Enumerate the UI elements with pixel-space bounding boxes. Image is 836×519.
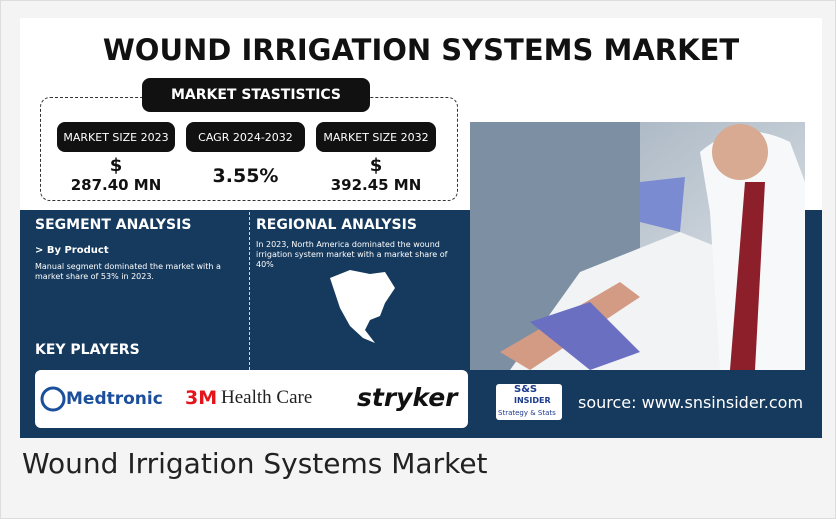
regional-text: In 2023, North America dominated the wou…	[256, 240, 456, 270]
regional-heading: REGIONAL ANALYSIS	[256, 217, 417, 233]
segment-subheading: > By Product	[35, 245, 109, 256]
stats-heading: MARKET STASTISTICS	[142, 78, 370, 112]
source: source: www.snsinsider.com	[578, 393, 803, 412]
stat-label: MARKET SIZE 2023	[57, 122, 175, 152]
title: WOUND IRRIGATION SYSTEMS MARKET	[20, 33, 822, 67]
logo-stryker: stryker	[357, 383, 457, 412]
segment-text: Manual segment dominated the market with…	[35, 262, 235, 282]
stat-value: 392.45 MN	[316, 176, 436, 194]
caption: Wound Irrigation Systems Market	[22, 447, 488, 480]
stat-label: CAGR 2024-2032	[186, 122, 305, 152]
divider	[249, 212, 250, 370]
brand-line1: S&S	[514, 384, 537, 395]
photo	[470, 122, 805, 370]
brand-line3: Strategy & Stats	[498, 409, 556, 417]
logo-medtronic: Medtronic	[66, 389, 163, 409]
segment-heading: SEGMENT ANALYSIS	[35, 217, 191, 233]
page: WOUND IRRIGATION SYSTEMS MARKET MARKET S…	[0, 0, 836, 519]
map	[325, 268, 400, 350]
logo-health-care: Health Care	[221, 387, 312, 409]
stat-value: 3.55%	[186, 165, 305, 187]
stat-value: 287.40 MN	[57, 176, 175, 194]
stat-currency: $	[316, 155, 436, 176]
logo-3m: 3M	[185, 387, 217, 409]
stat-currency: $	[57, 155, 175, 176]
brand-line2: INSIDER	[514, 396, 551, 405]
key-players-heading: KEY PLAYERS	[35, 342, 140, 358]
stat-label: MARKET SIZE 2032	[316, 122, 436, 152]
medtronic-icon	[40, 386, 66, 412]
